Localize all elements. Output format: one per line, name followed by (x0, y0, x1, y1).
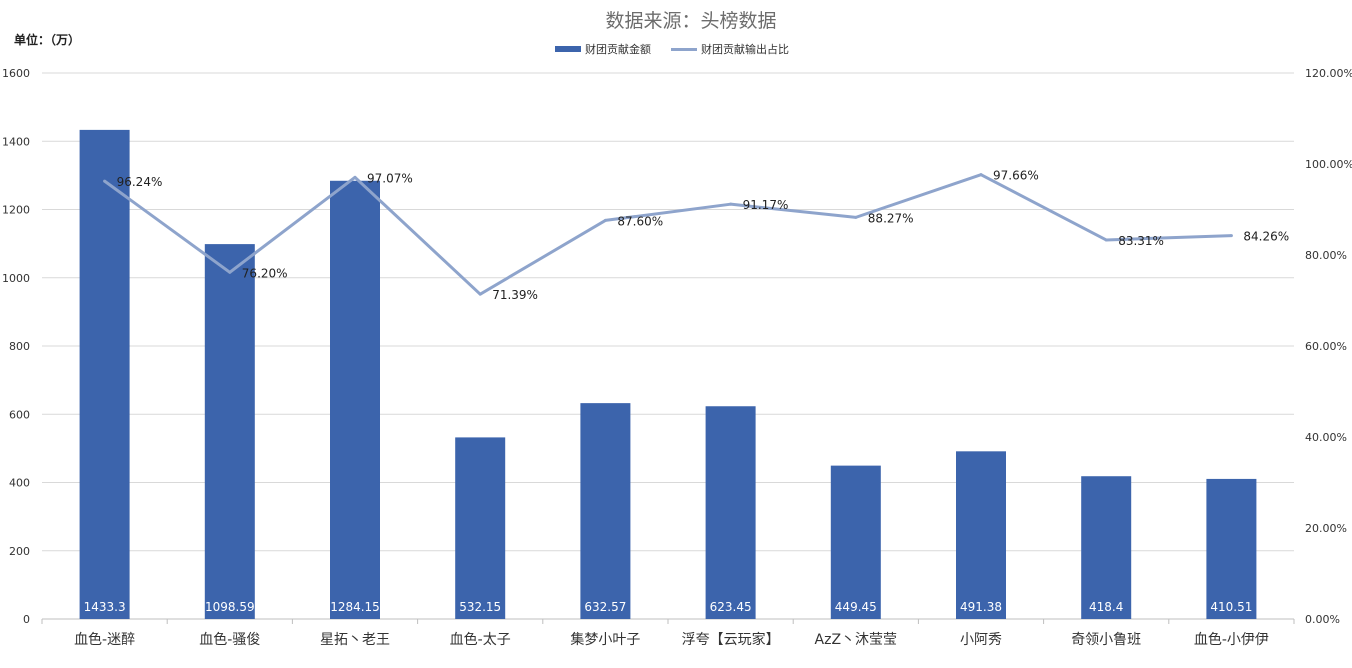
bar-value-label: 491.38 (960, 600, 1002, 614)
bar (204, 244, 255, 620)
ratio-label: 76.20% (242, 266, 288, 280)
bar (580, 403, 631, 619)
bar (330, 180, 380, 619)
right-tick-label: 100.00% (1305, 158, 1352, 171)
left-tick-label: 200 (9, 545, 30, 558)
ratio-label: 96.24% (117, 175, 163, 189)
legend-label-bar: 财团贡献金额 (585, 43, 651, 56)
category-label: 集梦小叶子 (570, 631, 640, 648)
bar (830, 465, 881, 619)
legend-label-line: 财团贡献输出占比 (701, 43, 789, 56)
ratio-point (1104, 238, 1108, 242)
legend-swatch-bar (555, 46, 581, 52)
legend-item-line: 财团贡献输出占比 (671, 41, 789, 57)
left-tick-label: 1400 (2, 135, 30, 148)
bar (455, 437, 506, 619)
category-label: 血色-迷醉 (74, 631, 135, 648)
left-tick-label: 1000 (2, 272, 30, 285)
bar-value-label: 623.45 (710, 600, 752, 614)
right-tick-label: 60.00% (1305, 340, 1347, 353)
ratio-point (603, 218, 607, 222)
bar (956, 451, 1006, 619)
category-label: 星拓丶老王 (320, 632, 390, 648)
legend-swatch-line (671, 47, 697, 51)
ratio-label: 88.27% (868, 211, 914, 225)
bar-value-label: 418.4 (1089, 600, 1123, 614)
unit-label: 单位：（万） (14, 33, 81, 47)
bar-value-label: 1284.15 (330, 600, 380, 614)
category-label: 血色-骚俊 (199, 631, 260, 648)
chart-title: 数据来源：头榜数据 (605, 10, 777, 32)
right-tick-label: 20.00% (1305, 522, 1347, 535)
ratio-label: 84.26% (1243, 230, 1289, 244)
right-tick-label: 120.00% (1305, 67, 1352, 80)
left-tick-label: 600 (9, 408, 30, 421)
category-label: 小阿秀 (960, 632, 1002, 648)
ratio-label: 97.66% (993, 169, 1039, 183)
ratio-label: 91.17% (743, 198, 789, 212)
category-label: 奇领小鲁班 (1071, 631, 1141, 648)
bar (1206, 478, 1257, 619)
ratio-point (729, 202, 733, 206)
bar-value-label: 632.57 (584, 600, 626, 614)
bar-value-label: 410.51 (1210, 600, 1252, 614)
ratio-point (979, 173, 983, 177)
bar-value-label: 449.45 (835, 600, 877, 614)
right-tick-label: 0.00% (1305, 613, 1340, 626)
left-tick-label: 1600 (2, 67, 30, 80)
bar (79, 129, 130, 620)
bar (1081, 476, 1132, 619)
ratio-line (103, 173, 1232, 296)
left-tick-label: 1200 (2, 204, 30, 217)
left-tick-label: 800 (9, 340, 30, 353)
ratio-point (854, 215, 858, 219)
legend: 财团贡献金额 财团贡献输出占比 (555, 41, 789, 57)
bar-value-label: 1098.59 (205, 600, 255, 614)
category-label: 血色-太子 (450, 631, 511, 648)
bar-value-label: 532.15 (459, 600, 501, 614)
left-tick-label: 400 (9, 477, 30, 490)
ratio-point (1229, 234, 1233, 238)
ratio-label: 71.39% (492, 288, 538, 302)
ratio-label: 97.07% (367, 171, 413, 185)
right-tick-label: 40.00% (1305, 431, 1347, 444)
ratio-label: 83.31% (1118, 234, 1164, 248)
ratio-label: 87.60% (617, 214, 663, 228)
ratio-point (478, 292, 482, 296)
right-tick-label: 80.00% (1305, 249, 1347, 262)
ratio-point (353, 175, 357, 179)
category-label: 血色-小伊伊 (1194, 631, 1269, 648)
bar-value-label: 1433.3 (84, 600, 126, 614)
legend-item-bar: 财团贡献金额 (555, 41, 651, 57)
ratio-point (103, 179, 107, 183)
category-label: AzZ丶沐莹莹 (815, 632, 898, 648)
bar (705, 406, 756, 619)
category-label: 浮夸【云玩家】 (682, 631, 780, 648)
ratio-point (228, 270, 232, 274)
left-tick-label: 0 (23, 613, 30, 626)
